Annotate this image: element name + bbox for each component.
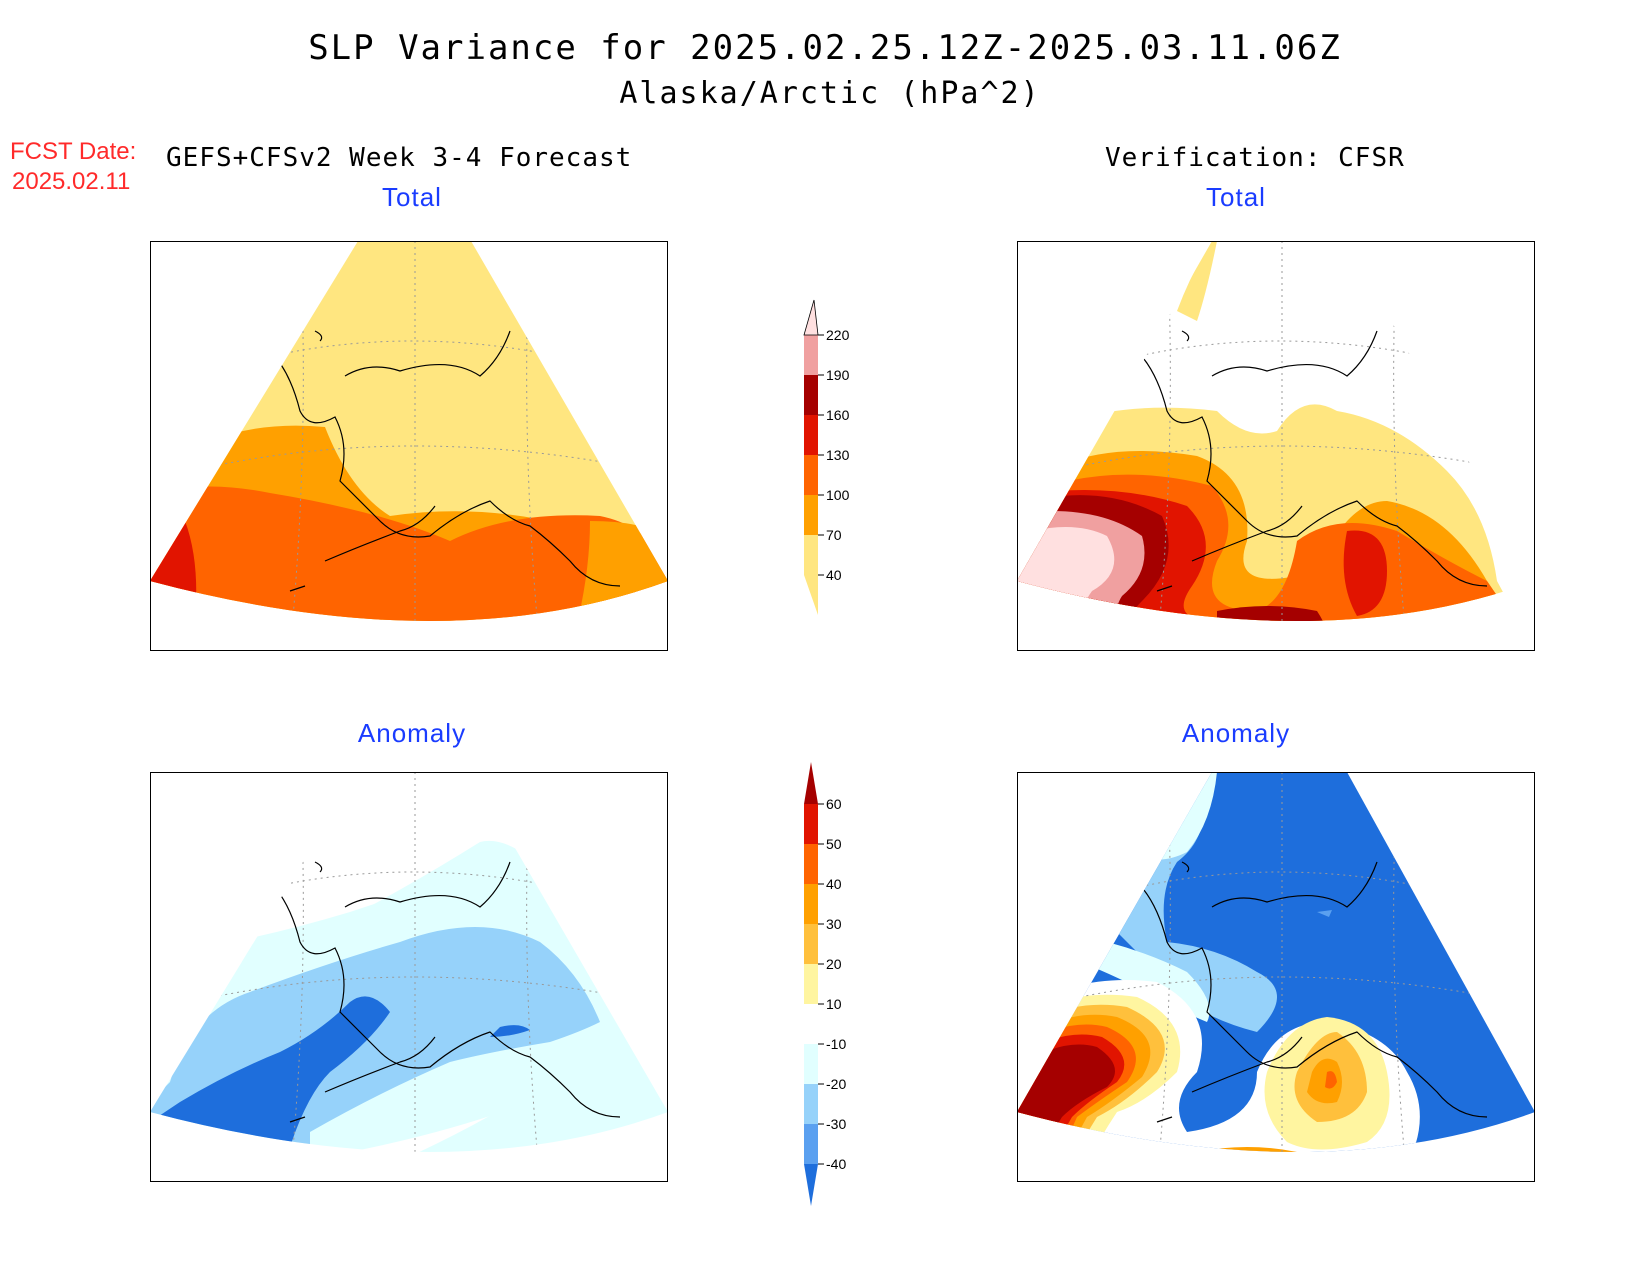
colorbar-tick-label: 130 bbox=[826, 447, 850, 463]
verification-anomaly-map bbox=[1017, 772, 1535, 1182]
colorbar-tick-label: 220 bbox=[826, 327, 850, 343]
colorbar-tick-label: 40 bbox=[826, 567, 842, 583]
chart-subtitle: Alaska/Arctic (hPa^2) bbox=[619, 76, 1041, 111]
colorbar-segment bbox=[804, 455, 818, 495]
colorbar-segment bbox=[804, 1124, 818, 1164]
forecast-column-title: GEFS+CFSv2 Week 3-4 Forecast bbox=[166, 143, 633, 173]
chart-title: SLP Variance for 2025.02.25.12Z-2025.03.… bbox=[308, 28, 1342, 68]
colorbar-cap-high bbox=[803, 299, 819, 336]
colorbar-segment bbox=[804, 495, 818, 535]
verification-column-title: Verification: CFSR bbox=[1105, 143, 1405, 173]
colorbar-tick-label: 50 bbox=[826, 836, 842, 852]
forecast-date-label: FCST Date: bbox=[10, 138, 137, 165]
colorbar-segment bbox=[804, 1044, 818, 1084]
colorbar-segment bbox=[804, 884, 818, 924]
forecast-anomaly-title: Anomaly bbox=[357, 718, 467, 748]
total-colorbar: 40 70 100 130 160 190 220 bbox=[803, 299, 850, 615]
colorbar-tick-label: 190 bbox=[826, 367, 850, 383]
colorbar-segment bbox=[804, 415, 818, 455]
verification-anomaly-title: Anomaly bbox=[1181, 718, 1291, 748]
colorbar-segment bbox=[804, 924, 818, 964]
colorbar-segment bbox=[804, 844, 818, 884]
forecast-total-map bbox=[150, 241, 668, 651]
colorbar-tick-label: 60 bbox=[826, 796, 842, 812]
colorbar-cap-low bbox=[804, 575, 818, 615]
anomaly-colorbar: -40 -30 -20 -10 10 20 30 40 50 60 bbox=[804, 762, 846, 1206]
colorbar-cap-high bbox=[804, 762, 818, 804]
colorbar-tick-label: 160 bbox=[826, 407, 850, 423]
forecast-total-title: Total bbox=[382, 182, 442, 212]
colorbar-tick-label: -10 bbox=[826, 1036, 846, 1052]
colorbar-tick-label: 20 bbox=[826, 956, 842, 972]
colorbar-segment bbox=[804, 1004, 818, 1044]
colorbar-tick-label: 70 bbox=[826, 527, 842, 543]
colorbar-tick-label: 10 bbox=[826, 996, 842, 1012]
colorbar-tick-label: 100 bbox=[826, 487, 850, 503]
colorbar-segment bbox=[804, 964, 818, 1004]
colorbar-segment bbox=[804, 1084, 818, 1124]
colorbar-tick-label: -40 bbox=[826, 1156, 846, 1172]
forecast-anomaly-map bbox=[150, 772, 668, 1182]
forecast-date: 2025.02.11 bbox=[12, 168, 131, 195]
colorbar-tick-label: 30 bbox=[826, 916, 842, 932]
colorbar-segment bbox=[804, 375, 818, 415]
colorbar-tick-label: -30 bbox=[826, 1116, 846, 1132]
colorbar-cap-low bbox=[804, 1164, 818, 1206]
colorbar-segment bbox=[804, 335, 818, 375]
colorbar-segment bbox=[804, 535, 818, 575]
verification-total-title: Total bbox=[1206, 182, 1266, 212]
colorbar-tick-label: -20 bbox=[826, 1076, 846, 1092]
colorbar-segment bbox=[804, 804, 818, 844]
verification-total-map bbox=[1017, 241, 1535, 651]
colorbar-tick-label: 40 bbox=[826, 876, 842, 892]
